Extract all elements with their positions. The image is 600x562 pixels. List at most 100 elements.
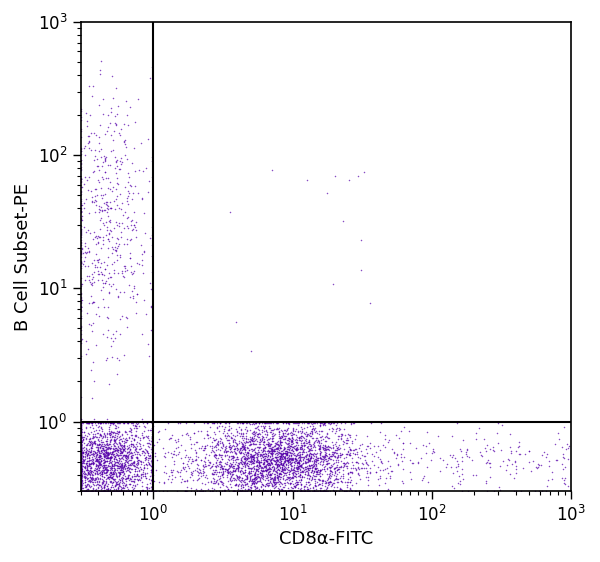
- Point: [76, 429, 85, 438]
- Point: [317, 455, 326, 464]
- Point: [347, 438, 357, 447]
- Point: [76, 314, 85, 323]
- Point: [301, 456, 310, 465]
- Point: [392, 449, 401, 458]
- Point: [247, 478, 257, 487]
- Point: [271, 449, 280, 458]
- Point: [283, 457, 293, 466]
- Point: [187, 439, 196, 448]
- Point: [463, 451, 472, 460]
- Point: [100, 447, 110, 456]
- Point: [76, 468, 85, 477]
- Point: [183, 430, 193, 439]
- Point: [231, 449, 241, 458]
- Point: [316, 449, 325, 458]
- Point: [108, 478, 118, 487]
- Point: [76, 423, 85, 432]
- Point: [304, 451, 314, 460]
- Point: [309, 456, 319, 465]
- Point: [247, 465, 256, 474]
- Point: [143, 453, 152, 462]
- Point: [283, 474, 292, 483]
- Point: [92, 473, 102, 482]
- Point: [476, 451, 486, 460]
- Point: [287, 427, 296, 436]
- Point: [314, 429, 324, 438]
- Point: [175, 418, 184, 427]
- Point: [236, 448, 245, 457]
- Point: [211, 451, 220, 460]
- Point: [337, 449, 347, 458]
- Point: [386, 487, 396, 496]
- Point: [105, 477, 115, 486]
- Point: [127, 447, 136, 456]
- Point: [232, 460, 242, 469]
- Point: [345, 478, 355, 487]
- Point: [106, 431, 115, 440]
- Point: [288, 480, 298, 489]
- Point: [106, 436, 115, 445]
- Point: [238, 418, 248, 427]
- Point: [287, 449, 296, 458]
- Point: [375, 427, 385, 436]
- Point: [332, 448, 342, 457]
- Point: [103, 326, 113, 335]
- Point: [242, 459, 252, 468]
- Point: [109, 487, 119, 496]
- Point: [287, 445, 296, 454]
- Point: [283, 447, 293, 456]
- Point: [134, 259, 144, 268]
- Point: [512, 447, 521, 456]
- Point: [86, 445, 96, 454]
- Point: [95, 215, 105, 224]
- Point: [299, 452, 309, 461]
- Point: [219, 448, 229, 457]
- Point: [238, 419, 248, 428]
- Point: [95, 430, 105, 439]
- Point: [262, 466, 272, 475]
- Point: [200, 443, 209, 452]
- Point: [261, 467, 271, 476]
- Point: [122, 193, 132, 202]
- Point: [88, 440, 97, 449]
- Point: [76, 456, 85, 465]
- Point: [256, 451, 266, 460]
- Point: [137, 487, 147, 496]
- Point: [218, 464, 228, 473]
- Point: [239, 460, 248, 469]
- Point: [288, 426, 298, 435]
- Point: [270, 445, 280, 454]
- Point: [239, 441, 249, 450]
- Point: [239, 459, 248, 468]
- Point: [323, 451, 332, 460]
- Point: [242, 455, 252, 464]
- Point: [191, 451, 201, 460]
- Point: [108, 468, 118, 477]
- Point: [76, 452, 85, 461]
- Point: [248, 452, 257, 461]
- Point: [95, 442, 104, 451]
- Point: [89, 436, 99, 445]
- Point: [113, 429, 123, 438]
- Point: [248, 437, 257, 446]
- Point: [107, 418, 117, 427]
- Point: [287, 439, 296, 448]
- Point: [76, 451, 85, 460]
- Point: [252, 460, 262, 469]
- Point: [256, 483, 266, 492]
- Point: [128, 481, 138, 490]
- Point: [144, 351, 154, 360]
- Point: [181, 487, 191, 496]
- Point: [76, 454, 85, 463]
- Point: [191, 455, 200, 464]
- Point: [169, 446, 179, 455]
- Point: [230, 462, 239, 471]
- Point: [83, 185, 93, 194]
- Point: [234, 422, 244, 431]
- Point: [109, 477, 118, 486]
- Point: [107, 474, 117, 483]
- Point: [206, 487, 215, 496]
- Point: [76, 424, 85, 433]
- Point: [83, 308, 92, 317]
- Point: [281, 449, 291, 458]
